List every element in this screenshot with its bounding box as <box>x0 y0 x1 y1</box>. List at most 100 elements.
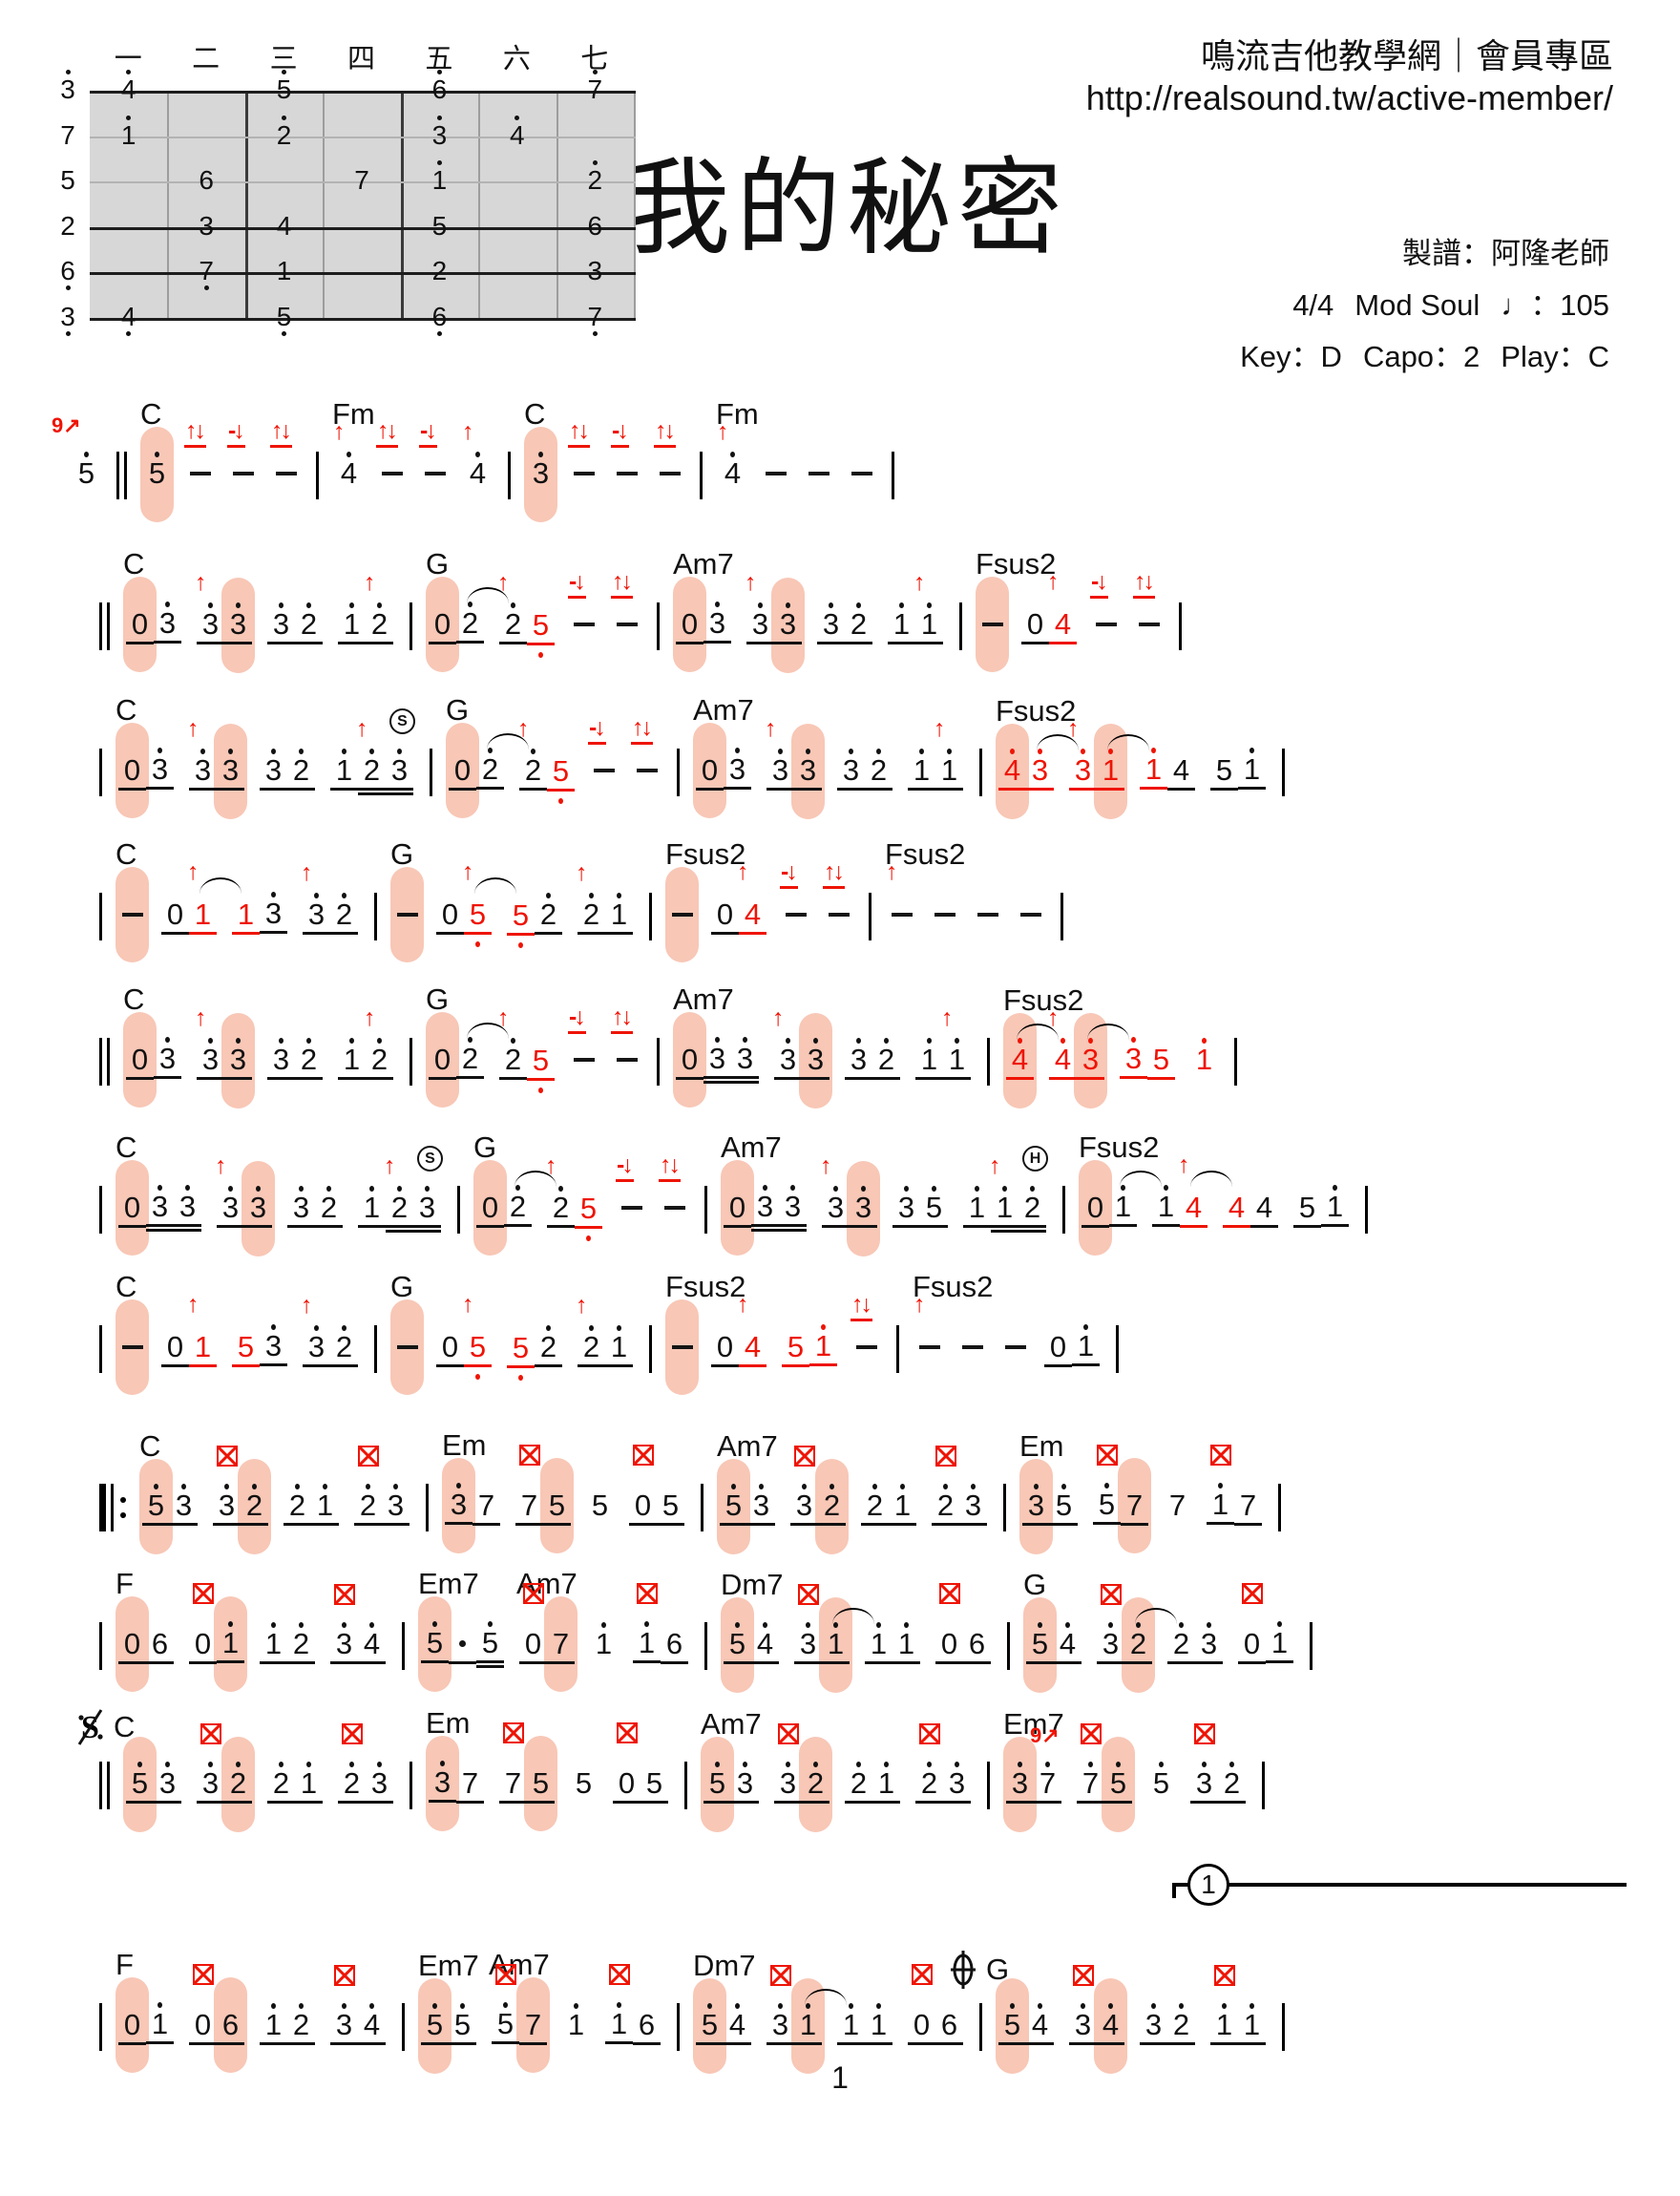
note-glyph: 0 <box>701 753 719 787</box>
octave-dot-below <box>864 1373 869 1381</box>
fret-number-header: 三 <box>269 44 298 74</box>
fret-note: 3 <box>194 205 219 246</box>
chord-name: Am7 <box>693 693 754 727</box>
octave-dot-above <box>629 1184 634 1192</box>
note-glyph: 2 <box>229 1766 247 1800</box>
note-glyph: 2 <box>461 606 479 640</box>
fret-number-header: 五 <box>425 44 453 74</box>
octave-dot-above <box>624 1036 629 1044</box>
underline-eighth <box>519 1661 547 1664</box>
note <box>390 1299 424 1395</box>
note-glyph: 1 <box>814 1329 832 1362</box>
note: 3 <box>146 1183 174 1241</box>
note-glyph: 7 <box>524 2008 542 2041</box>
note-glyph: 4 <box>1059 1627 1077 1660</box>
note: 4 <box>358 1620 386 1678</box>
chord-name: Fsus2 <box>665 1270 746 1303</box>
octave-dot-above <box>1116 1762 1121 1767</box>
octave-dot-above <box>1088 1762 1093 1767</box>
octave-dot-below <box>1179 1670 1184 1678</box>
underline-eighth <box>865 788 892 791</box>
octave-dot-below <box>397 1234 402 1241</box>
note-group: 0 3 3 Am7 <box>721 1130 807 1256</box>
note-glyph: 1 <box>1114 1190 1132 1223</box>
strum-arrow-up: ↑ <box>820 1152 831 1179</box>
note-glyph: 5 <box>1152 1043 1170 1076</box>
octave-dot-below <box>715 649 720 657</box>
strum-arrow-mute-down: -↓ <box>227 419 245 448</box>
note: 2 <box>578 891 605 948</box>
underline-eighth <box>287 788 315 791</box>
underline-sixteenth <box>413 1230 441 1233</box>
octave-dot-below <box>475 499 480 507</box>
octave-dot-above <box>130 1323 135 1331</box>
octave-dot-above <box>475 452 480 457</box>
octave-dot-below <box>971 1531 976 1539</box>
octave-dot-below <box>829 650 833 658</box>
note: 0 <box>473 1160 507 1256</box>
note: 1 <box>605 2000 633 2059</box>
octave-dot-above <box>295 1484 300 1489</box>
octave-dot-above <box>786 1762 790 1767</box>
underline-eighth <box>1069 2042 1097 2045</box>
note-glyph: 5 <box>237 1330 255 1363</box>
underline-eighth <box>1120 1076 1147 1079</box>
note-glyph <box>121 898 143 930</box>
note <box>613 1035 640 1093</box>
barline-thin <box>107 1762 110 1809</box>
note-glyph: 5 <box>575 1766 593 1800</box>
underline-eighth <box>605 1364 633 1367</box>
tie-arc <box>1107 734 1149 750</box>
note-glyph: 1 <box>897 1627 915 1660</box>
octave-dot-below <box>1034 1531 1039 1539</box>
underline-eighth <box>888 642 915 644</box>
chord-name: G <box>986 1953 1010 1986</box>
barline-thin <box>111 1484 114 1531</box>
note: 5 <box>547 747 575 804</box>
note-glyph: 2 <box>936 1489 955 1522</box>
note-glyph: 5 <box>1215 753 1233 787</box>
underline-eighth <box>1026 1661 1054 1664</box>
note-glyph: 1 <box>567 2008 585 2041</box>
octave-dot-above <box>271 1622 276 1628</box>
chord-label: C <box>123 547 144 581</box>
note: 2 <box>366 1036 393 1093</box>
note: 7 <box>1034 1760 1061 1817</box>
tempo-info: 4/4 Mod Soul ♩：105 <box>1292 281 1609 324</box>
note-glyph <box>981 608 1003 640</box>
octave-dot-below <box>130 796 135 804</box>
underline-eighth <box>1250 1225 1278 1228</box>
octave-dot-below <box>876 2051 881 2059</box>
octave-dot-above <box>1207 1622 1211 1628</box>
string-open-note: 2 <box>55 205 80 246</box>
underline-eighth <box>837 788 865 791</box>
octave-dot-below <box>773 499 778 507</box>
note-glyph <box>573 1044 595 1075</box>
underline-eighth <box>154 1801 181 1804</box>
octave-dot-below <box>1229 1809 1234 1817</box>
underline-eighth <box>850 1225 877 1228</box>
octave-dot-below <box>617 2050 621 2058</box>
octave-dot-above <box>299 2003 304 2009</box>
octave-dot-below <box>165 1809 170 1817</box>
octave-dot-above <box>927 1038 932 1044</box>
note: 1 <box>1210 2001 1238 2059</box>
note-glyph: 2 <box>359 1489 377 1522</box>
note-glyph: 7 <box>477 1489 495 1522</box>
note-glyph: 2 <box>823 1489 841 1522</box>
note-group <box>1017 890 1044 948</box>
chord-label: Am7 <box>693 693 754 728</box>
note: 3 <box>766 2001 794 2059</box>
underline-sixteenth <box>991 1230 1018 1233</box>
highlight-capsule <box>1003 1737 1037 1832</box>
underline-eighth <box>998 788 1026 791</box>
note-glyph: 3 <box>1200 1627 1218 1660</box>
fret-note: 4 <box>116 69 141 110</box>
note: 0 <box>116 1596 149 1692</box>
note-group: 5 <box>570 1759 598 1817</box>
highlight-capsule <box>771 578 805 673</box>
